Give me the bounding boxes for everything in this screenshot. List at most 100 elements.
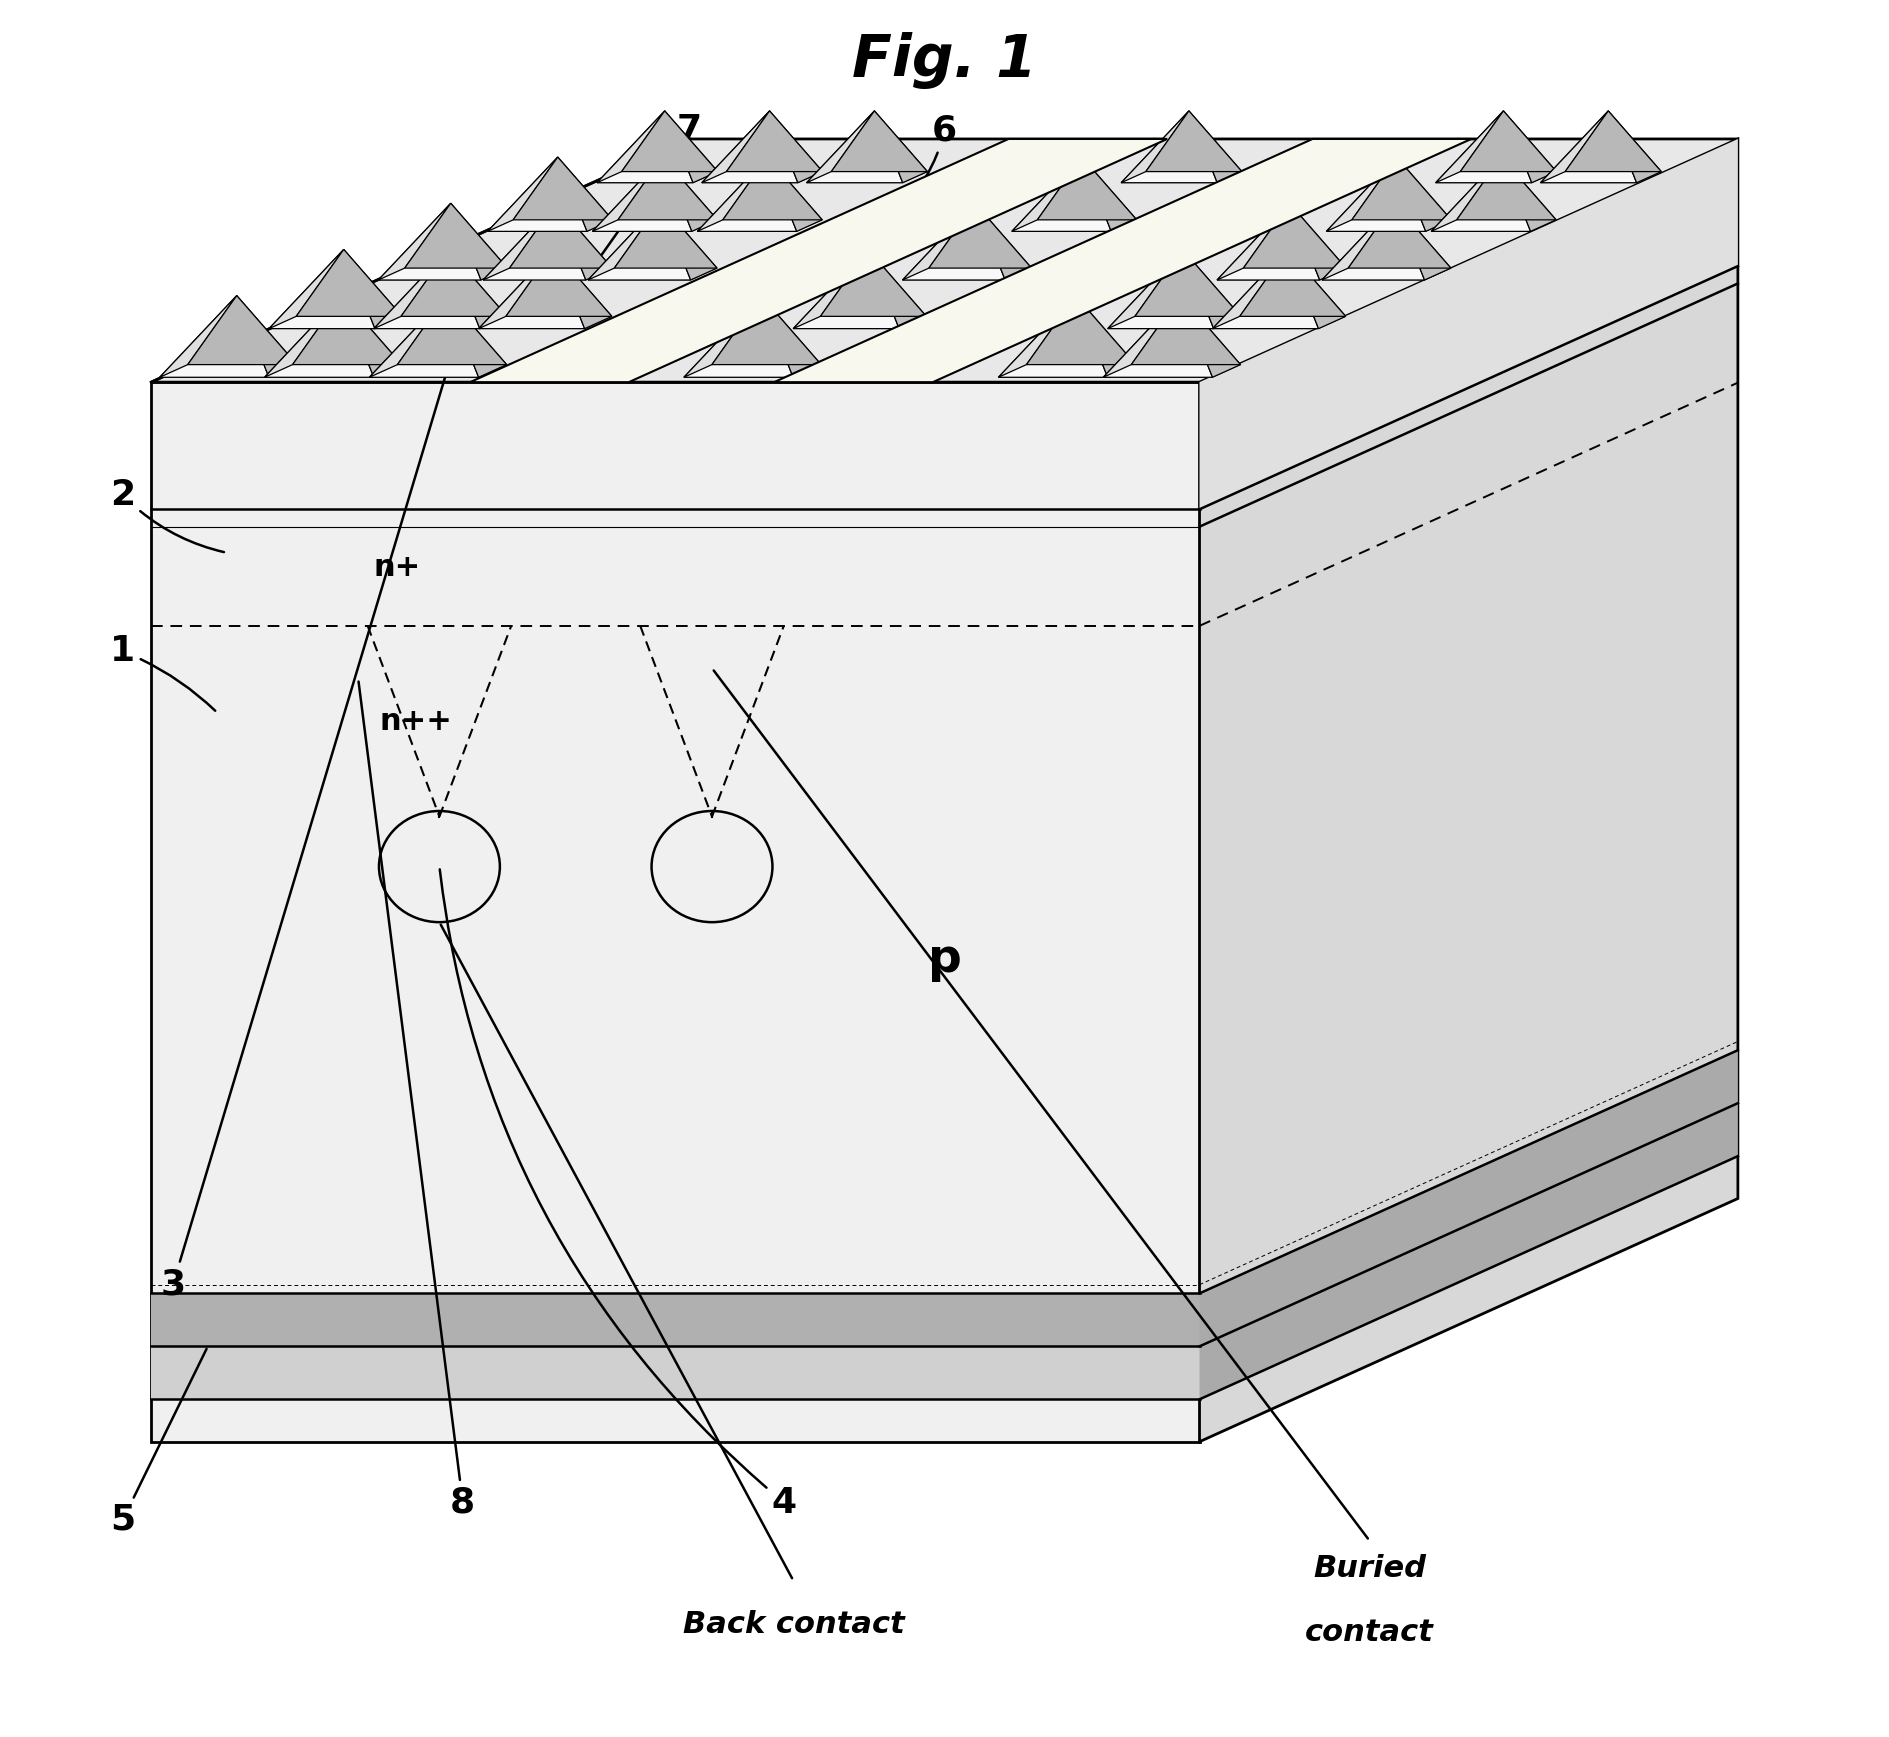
Polygon shape [1107,250,1213,328]
Polygon shape [484,203,555,280]
Polygon shape [1147,111,1241,172]
Polygon shape [703,111,769,182]
Polygon shape [1122,111,1217,182]
Polygon shape [1353,156,1451,221]
Polygon shape [268,250,344,328]
Polygon shape [1135,250,1241,316]
Polygon shape [807,111,875,182]
Text: 8: 8 [359,681,476,1520]
Polygon shape [1188,111,1241,182]
Polygon shape [723,156,822,221]
Polygon shape [487,156,587,231]
Polygon shape [293,295,402,365]
Polygon shape [793,250,899,328]
Polygon shape [1456,156,1557,221]
Polygon shape [1200,1051,1738,1400]
Polygon shape [446,295,506,377]
Text: 6: 6 [839,113,958,240]
Polygon shape [820,250,926,316]
Polygon shape [1217,203,1290,280]
Text: Buried: Buried [1313,1555,1426,1582]
Polygon shape [448,250,506,328]
Polygon shape [1183,250,1241,328]
Polygon shape [1608,111,1660,182]
Text: 3: 3 [161,292,472,1301]
Polygon shape [1432,156,1502,231]
Polygon shape [1394,203,1451,280]
Polygon shape [555,203,612,280]
Polygon shape [264,295,342,377]
Polygon shape [484,203,586,280]
Polygon shape [1436,111,1504,182]
Polygon shape [1122,111,1188,182]
Polygon shape [593,156,691,231]
Polygon shape [1239,250,1345,316]
Polygon shape [378,203,482,280]
Polygon shape [1213,250,1319,328]
Polygon shape [831,111,927,172]
Text: Fig. 1: Fig. 1 [852,33,1037,89]
Polygon shape [665,111,718,182]
Polygon shape [151,1346,1200,1400]
Polygon shape [697,156,767,231]
Polygon shape [903,203,1005,280]
Polygon shape [621,111,718,172]
Polygon shape [727,111,822,172]
Text: 5: 5 [110,1350,206,1537]
Polygon shape [1286,250,1345,328]
Polygon shape [999,295,1107,377]
Polygon shape [793,250,867,328]
Polygon shape [769,111,822,182]
Polygon shape [514,156,612,221]
Polygon shape [161,295,268,377]
Polygon shape [478,250,553,328]
Polygon shape [1075,295,1135,377]
Polygon shape [1107,250,1183,328]
Polygon shape [703,111,797,182]
Polygon shape [597,111,693,182]
Polygon shape [1082,156,1137,231]
Polygon shape [370,295,478,377]
Polygon shape [1504,111,1557,182]
Polygon shape [684,295,761,377]
Polygon shape [478,250,584,328]
Polygon shape [378,203,451,280]
Polygon shape [587,203,661,280]
Polygon shape [268,250,374,328]
Polygon shape [344,250,402,328]
Polygon shape [1217,203,1320,280]
Polygon shape [697,156,797,231]
Polygon shape [767,156,822,231]
Polygon shape [1432,156,1530,231]
Polygon shape [151,1294,1200,1400]
Polygon shape [506,250,612,316]
Polygon shape [510,203,612,267]
Polygon shape [1326,156,1426,231]
Polygon shape [1349,203,1451,267]
Polygon shape [712,295,822,365]
Polygon shape [161,295,236,377]
Polygon shape [807,111,903,182]
Polygon shape [374,250,448,328]
Text: 2: 2 [110,478,225,552]
Polygon shape [1566,111,1660,172]
Polygon shape [236,295,297,377]
Polygon shape [597,111,665,182]
Polygon shape [684,295,793,377]
Polygon shape [1200,139,1738,509]
Polygon shape [593,156,663,231]
Polygon shape [374,250,480,328]
Polygon shape [557,156,612,231]
Polygon shape [1290,203,1347,280]
Polygon shape [1502,156,1557,231]
Polygon shape [975,203,1031,280]
Polygon shape [151,139,1738,382]
Polygon shape [1181,295,1241,377]
Polygon shape [618,156,718,221]
Polygon shape [1243,203,1347,267]
Polygon shape [1013,156,1111,231]
Polygon shape [187,295,297,365]
Polygon shape [1103,295,1213,377]
Polygon shape [297,250,402,316]
Text: contact: contact [1305,1619,1434,1647]
